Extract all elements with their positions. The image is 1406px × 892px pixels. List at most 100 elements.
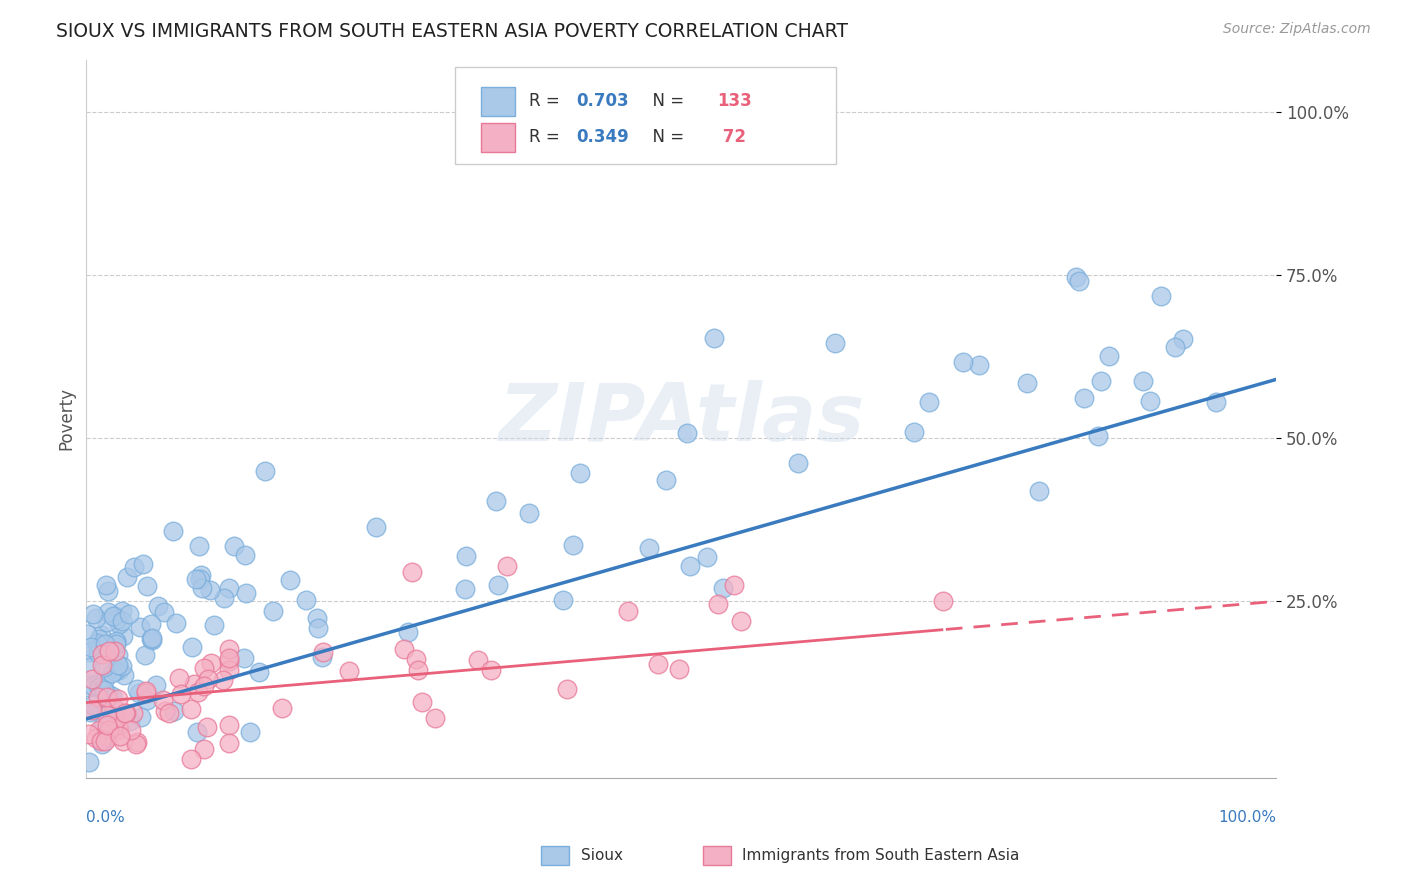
Point (80, 640, 103, 654)
Point (1090, 374, 1112, 388)
Point (105, 635, 128, 649)
Point (702, 331, 724, 345)
Point (90, 737, 112, 751)
Point (190, 572, 212, 586)
Point (1069, 274, 1091, 288)
Point (152, 693, 174, 707)
Point (197, 672, 219, 686)
Point (202, 617, 225, 632)
Point (170, 687, 193, 701)
Text: 72: 72 (717, 128, 747, 146)
Point (103, 640, 125, 654)
Point (1150, 289, 1173, 303)
Point (84, 611, 107, 625)
Point (239, 724, 262, 739)
Point (467, 653, 489, 667)
Point (411, 695, 433, 709)
Point (82, 698, 104, 712)
Point (486, 578, 509, 592)
Text: 0.0%: 0.0% (86, 810, 125, 825)
Point (104, 608, 127, 623)
Point (104, 636, 127, 650)
Point (87, 680, 110, 694)
Point (89, 723, 111, 737)
Point (107, 648, 129, 662)
Point (112, 667, 135, 681)
Point (218, 663, 240, 677)
Point (129, 620, 152, 634)
Text: N =: N = (643, 128, 689, 146)
Point (152, 605, 174, 619)
Point (101, 609, 124, 624)
Point (454, 549, 477, 564)
Point (479, 663, 502, 677)
Point (454, 582, 477, 597)
Point (97, 723, 120, 738)
Text: 133: 133 (717, 92, 752, 111)
Point (97, 687, 120, 701)
Point (162, 524, 184, 538)
Point (120, 723, 142, 738)
Point (191, 581, 214, 595)
Point (406, 663, 429, 677)
Point (218, 582, 240, 596)
Point (967, 359, 990, 373)
Point (496, 559, 519, 574)
Point (668, 661, 690, 675)
Point (1205, 394, 1227, 409)
Point (125, 737, 148, 751)
Point (1164, 340, 1187, 354)
Point (115, 570, 138, 584)
Point (96, 718, 118, 732)
Point (118, 714, 141, 728)
Point (711, 581, 734, 595)
Bar (703, 846, 731, 865)
Point (139, 632, 162, 647)
Point (181, 640, 204, 654)
Point (183, 677, 205, 691)
Point (180, 752, 202, 766)
Point (1171, 333, 1194, 347)
Bar (481, 123, 515, 152)
Point (294, 592, 316, 607)
Point (101, 709, 124, 723)
Point (118, 607, 141, 621)
Point (129, 710, 152, 724)
Point (112, 734, 135, 748)
Point (723, 578, 745, 592)
Point (97, 583, 120, 598)
FancyBboxPatch shape (456, 67, 837, 164)
Point (107, 691, 129, 706)
Text: N =: N = (643, 92, 689, 111)
Point (80, 703, 103, 717)
Point (394, 642, 416, 657)
Point (401, 565, 423, 579)
Point (647, 657, 669, 672)
Point (108, 730, 131, 744)
Point (423, 711, 446, 725)
Point (707, 597, 730, 611)
Point (93, 683, 115, 698)
Point (91, 658, 114, 673)
Point (139, 616, 162, 631)
Point (134, 648, 156, 662)
Point (218, 736, 240, 750)
Point (557, 681, 579, 696)
Point (824, 336, 846, 351)
Point (96, 690, 118, 704)
Point (79, 645, 101, 659)
Text: 0.703: 0.703 (576, 92, 628, 111)
Point (110, 604, 132, 618)
Point (1028, 484, 1050, 499)
Bar (541, 846, 569, 865)
Point (93, 734, 115, 748)
Text: Sioux: Sioux (581, 848, 623, 863)
Point (568, 467, 591, 481)
Point (77, 755, 100, 769)
Point (135, 685, 157, 699)
Point (135, 692, 157, 706)
Point (98, 699, 121, 714)
Point (91, 719, 114, 733)
Point (76, 680, 98, 694)
Point (141, 632, 163, 646)
